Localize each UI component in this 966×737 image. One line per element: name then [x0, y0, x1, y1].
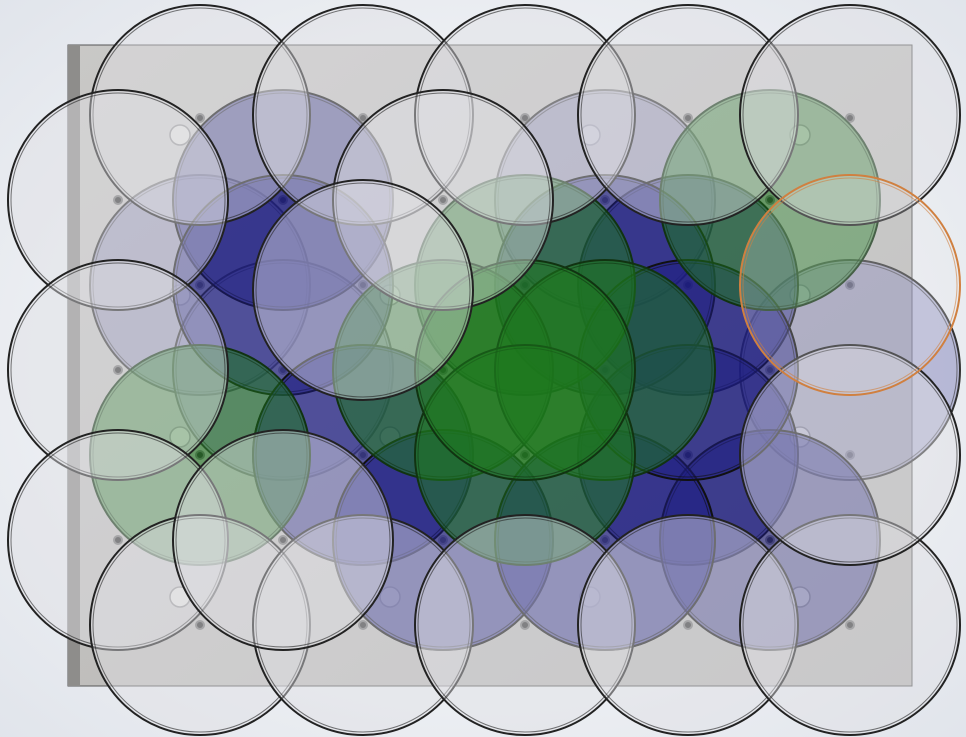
gray-disc [89, 514, 311, 736]
pin-hole [195, 113, 205, 123]
gray-disc-rim [255, 517, 471, 733]
gray-disc [89, 4, 311, 226]
pin-hole [845, 450, 855, 460]
gray-disc [252, 514, 474, 736]
gray-disc [577, 4, 799, 226]
pin-hole [845, 620, 855, 630]
gray-disc [7, 89, 229, 311]
gray-disc-rim [255, 182, 471, 398]
gray-disc-rim [417, 517, 633, 733]
green-disc-rim [92, 347, 308, 563]
pin-hole [683, 620, 693, 630]
pin-hole [278, 535, 288, 545]
gray-disc [739, 344, 961, 566]
pin-hole [113, 535, 123, 545]
bore [169, 124, 191, 146]
gray-disc-rim [742, 517, 958, 733]
gray-disc-rim [92, 7, 308, 223]
gray-disc-rim [742, 347, 958, 563]
gray-disc-rim [175, 432, 391, 648]
pin-hole [683, 113, 693, 123]
green-disc [89, 344, 311, 566]
gray-disc [577, 514, 799, 736]
green-disc-rim [417, 262, 633, 478]
pin-hole [845, 113, 855, 123]
green-disc-rim [662, 92, 878, 308]
pin-hole [358, 620, 368, 630]
gray-disc [414, 4, 636, 226]
gray-disc-rim [742, 7, 958, 223]
orange-disc [739, 174, 961, 396]
gray-disc-rim [92, 517, 308, 733]
gray-disc-rim [255, 7, 471, 223]
gray-disc-rim [417, 7, 633, 223]
pin-hole [845, 280, 855, 290]
pin-hole [438, 195, 448, 205]
gray-disc [414, 514, 636, 736]
gray-disc [7, 429, 229, 651]
gray-disc [332, 89, 554, 311]
orange-disc-rim [742, 177, 958, 393]
gray-disc [252, 179, 474, 401]
gray-disc [739, 514, 961, 736]
gray-disc [172, 429, 394, 651]
gray-disc [252, 4, 474, 226]
gray-disc-rim [335, 92, 551, 308]
gray-disc-rim [10, 432, 226, 648]
pin-hole [520, 620, 530, 630]
pin-hole [113, 365, 123, 375]
green-disc [659, 89, 881, 311]
gray-disc-rim [580, 7, 796, 223]
pin-hole [520, 113, 530, 123]
gray-disc-rim [580, 517, 796, 733]
gray-disc [739, 4, 961, 226]
pin-hole [195, 620, 205, 630]
pin-hole [113, 195, 123, 205]
plate-edge [68, 45, 80, 686]
gray-disc [7, 259, 229, 481]
gray-disc-rim [10, 262, 226, 478]
discs [7, 4, 961, 736]
gray-disc-rim [10, 92, 226, 308]
pin-hole [358, 113, 368, 123]
